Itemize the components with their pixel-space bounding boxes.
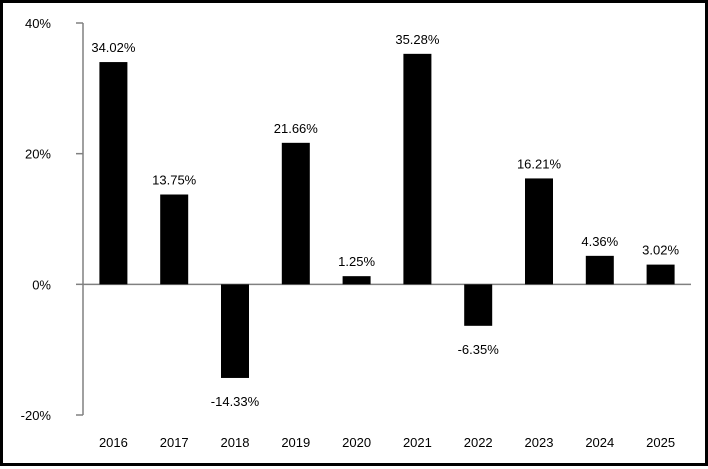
x-category-label: 2019 bbox=[281, 435, 310, 450]
x-category-label: 2017 bbox=[160, 435, 189, 450]
data-label-2021: 35.28% bbox=[395, 32, 440, 47]
y-tick-label: 40% bbox=[25, 16, 51, 31]
bar-2016 bbox=[99, 62, 128, 285]
x-category-label: 2023 bbox=[525, 435, 554, 450]
data-label-2023: 16.21% bbox=[517, 156, 562, 171]
y-tick-label: 0% bbox=[32, 277, 51, 292]
bar-2017 bbox=[160, 194, 189, 285]
bar-2022 bbox=[464, 284, 493, 326]
bar-2024 bbox=[585, 255, 614, 285]
bar-2021 bbox=[403, 53, 432, 285]
x-category-label: 2020 bbox=[342, 435, 371, 450]
bar-2023 bbox=[525, 178, 553, 285]
x-category-label: 2018 bbox=[221, 435, 250, 450]
bar-chart: 40% 20% 0% -20% 34.02% 2016 13.75% 2017 -14.33% 2… bbox=[21, 16, 691, 450]
bar-2025 bbox=[646, 264, 675, 285]
x-category-label: 2016 bbox=[99, 435, 128, 450]
data-label-2020: 1.25% bbox=[338, 254, 375, 269]
x-category-label: 2021 bbox=[403, 435, 432, 450]
data-label-2024: 4.36% bbox=[581, 234, 618, 249]
data-label-2022: -6.35% bbox=[458, 342, 500, 357]
data-label-2017: 13.75% bbox=[152, 173, 197, 188]
x-category-label: 2024 bbox=[585, 435, 614, 450]
bar-2019 bbox=[281, 142, 310, 285]
data-label-2025: 3.02% bbox=[642, 243, 679, 258]
data-label-2019: 21.66% bbox=[274, 121, 319, 136]
data-label-2018: -14.33% bbox=[211, 394, 260, 409]
x-category-label: 2025 bbox=[646, 435, 675, 450]
bar-2018 bbox=[221, 284, 249, 378]
x-category-label: 2022 bbox=[464, 435, 493, 450]
bar-2020 bbox=[342, 276, 371, 285]
y-tick-label: 20% bbox=[25, 147, 51, 162]
data-label-2016: 34.02% bbox=[91, 40, 136, 55]
y-tick-label: -20% bbox=[21, 408, 52, 423]
